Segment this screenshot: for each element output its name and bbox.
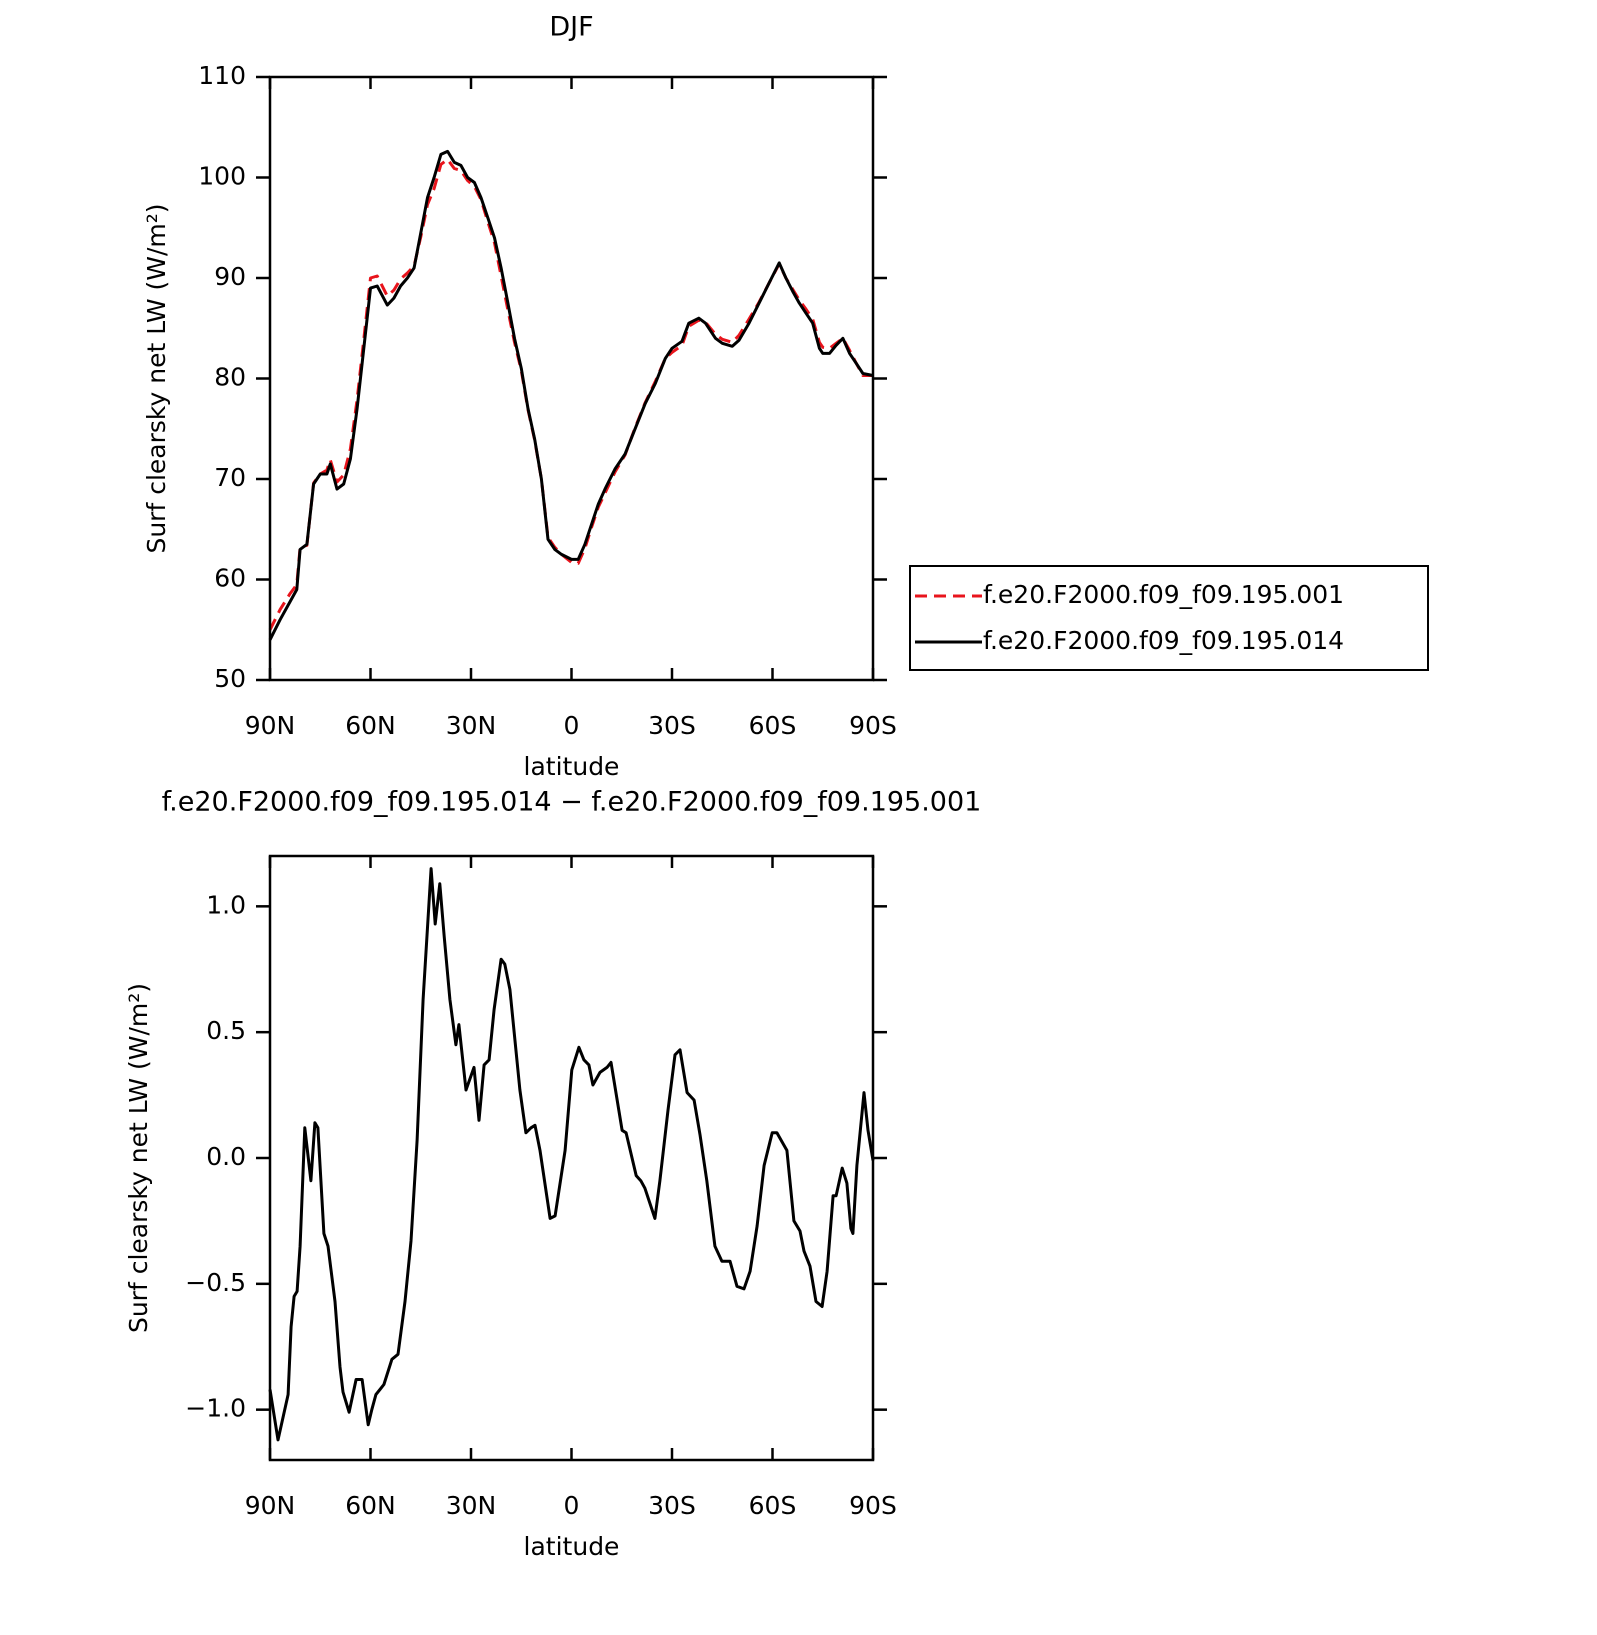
x-tick-label: 60N [345, 711, 396, 740]
x-axis-label: latitude [524, 752, 620, 781]
y-tick-label: 80 [214, 363, 246, 392]
x-tick-label: 30N [446, 1491, 497, 1520]
y-axis-label: Surf clearsky net LW (W/m²) [124, 983, 153, 1333]
y-axis-label: Surf clearsky net LW (W/m²) [142, 203, 171, 553]
x-tick-label: 30S [648, 1491, 696, 1520]
x-tick-label: 90S [849, 1491, 897, 1520]
y-tick-label: −0.5 [185, 1268, 246, 1297]
y-tick-label: −1.0 [185, 1394, 246, 1423]
x-tick-label: 90N [245, 1491, 296, 1520]
y-tick-label: 0.0 [206, 1142, 246, 1171]
x-tick-label: 90S [849, 711, 897, 740]
y-tick-label: 60 [214, 564, 246, 593]
x-axis-label: latitude [524, 1532, 620, 1561]
x-tick-label: 60N [345, 1491, 396, 1520]
y-tick-label: 110 [198, 61, 246, 90]
x-tick-label: 60S [749, 711, 797, 740]
y-tick-label: 90 [214, 262, 246, 291]
y-tick-label: 0.5 [206, 1016, 246, 1045]
data-line [268, 867, 875, 1442]
legend-label: f.e20.F2000.f09_f09.195.001 [983, 580, 1344, 609]
legend-box [909, 565, 1429, 671]
y-tick-label: 70 [214, 463, 246, 492]
legend-label: f.e20.F2000.f09_f09.195.014 [983, 626, 1344, 655]
y-tick-label: 50 [214, 664, 246, 693]
chart-title: DJF [549, 12, 593, 43]
plot-frame [268, 854, 875, 1462]
chart-title: f.e20.F2000.f09_f09.195.014 − f.e20.F200… [162, 787, 982, 818]
x-tick-label: 30N [446, 711, 497, 740]
x-tick-label: 60S [749, 1491, 797, 1520]
data-line [268, 149, 874, 641]
y-tick-label: 1.0 [206, 890, 246, 919]
x-tick-label: 0 [564, 711, 580, 740]
x-tick-label: 30S [648, 711, 696, 740]
y-tick-label: 100 [198, 162, 246, 191]
x-tick-label: 0 [564, 1491, 580, 1520]
x-tick-label: 90N [245, 711, 296, 740]
